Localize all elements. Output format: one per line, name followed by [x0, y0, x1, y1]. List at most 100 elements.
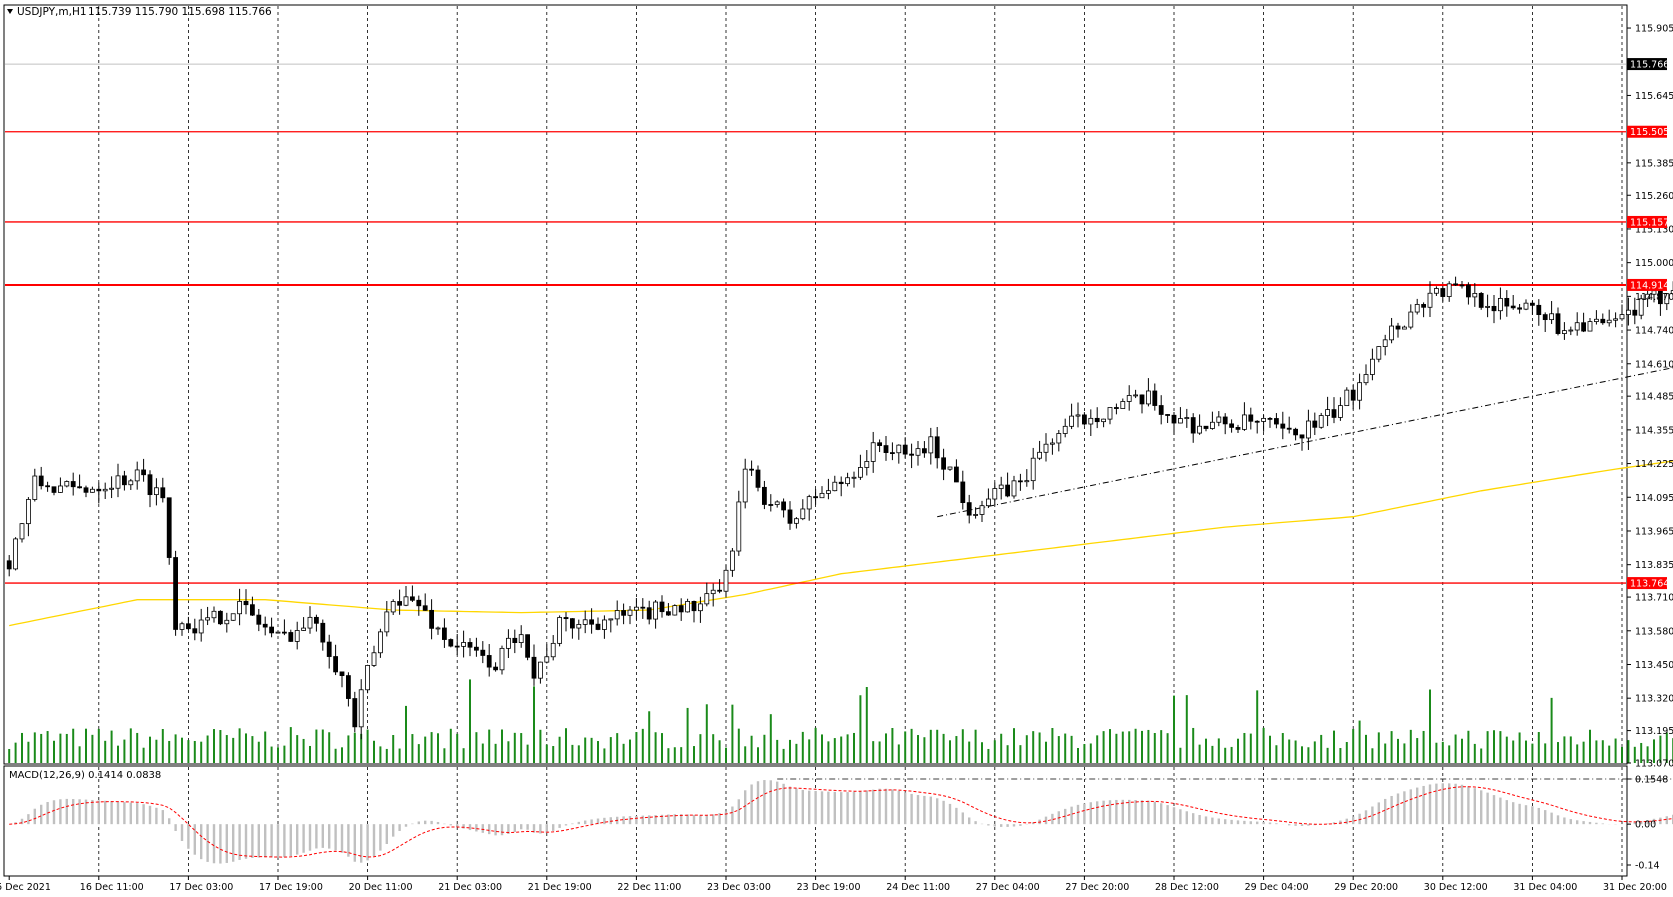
candle-body — [998, 484, 1004, 489]
collapse-triangle-icon[interactable] — [7, 9, 13, 14]
candle-body — [755, 469, 761, 488]
price-tick-label: 115.645 — [1635, 91, 1673, 102]
candle-body — [173, 557, 179, 630]
candle-body — [1082, 414, 1087, 425]
candle-body — [659, 601, 665, 613]
candle-body — [915, 448, 921, 456]
candle-body — [909, 453, 914, 456]
candle-body — [698, 603, 703, 612]
candle-body — [25, 499, 31, 525]
candle-body — [819, 492, 825, 499]
time-tick-label: 31 Dec 04:00 — [1513, 882, 1577, 893]
level-price-tag[interactable] — [1627, 577, 1667, 590]
time-tick-label: 17 Dec 19:00 — [259, 882, 323, 893]
candle-body — [307, 616, 313, 629]
candle-body — [1005, 484, 1010, 497]
candle-body — [1094, 417, 1100, 423]
candle-body — [1101, 418, 1106, 423]
price-tick-label: 114.485 — [1635, 392, 1673, 403]
candle-body — [602, 619, 607, 630]
candle-body — [1018, 480, 1023, 483]
candle-body — [902, 444, 908, 455]
price-tick-label: 113.710 — [1635, 593, 1673, 604]
candle-body — [1510, 305, 1516, 309]
candle-body — [1382, 339, 1388, 347]
time-tick-label: 27 Dec 20:00 — [1065, 882, 1129, 893]
candle-body — [1139, 394, 1145, 405]
moving-average-line — [9, 460, 1673, 627]
candle-body — [1389, 325, 1394, 341]
candle-body — [448, 639, 454, 647]
candle-body — [717, 589, 722, 592]
candle-body — [365, 665, 371, 691]
candle-body — [1261, 417, 1266, 422]
candle-body — [1632, 309, 1638, 316]
price-tick-label: 115.385 — [1635, 158, 1673, 169]
candle-body — [1158, 405, 1164, 415]
candle-body — [1120, 401, 1126, 409]
candle-body — [435, 627, 441, 630]
candle-body — [1197, 425, 1202, 434]
candle-body — [1434, 288, 1439, 294]
level-price-tag[interactable] — [1627, 125, 1667, 138]
candle-body — [1107, 407, 1113, 420]
candle-body — [1606, 319, 1612, 324]
time-tick-label: 29 Dec 04:00 — [1245, 882, 1309, 893]
candle-body — [1357, 382, 1362, 401]
candle-body — [704, 593, 710, 605]
candle-body — [794, 518, 799, 524]
candle-body — [313, 616, 319, 624]
trendlines[interactable] — [937, 55, 1673, 518]
candle-body — [486, 655, 492, 668]
price-axis[interactable]: 0.1548 0.00 -0.14 115.905 115.645 115.385 115.… — [1627, 24, 1673, 872]
candle-body — [1517, 307, 1522, 310]
candle-body — [1466, 284, 1471, 298]
level-price-tag[interactable] — [1627, 278, 1667, 291]
candle-body — [1574, 322, 1580, 331]
candle-body — [1638, 298, 1644, 316]
candle-body — [570, 618, 575, 629]
macd-tick-label: 0.00 — [1635, 820, 1656, 831]
time-axis[interactable]: 15 Dec 2021 16 Dec 11:00 17 Dec 03:00 17 De… — [0, 876, 1673, 893]
candle-body — [192, 628, 198, 634]
candle-body — [614, 610, 620, 620]
level-price-tag[interactable] — [1627, 215, 1667, 228]
candle-body — [550, 642, 556, 658]
candle-body — [1542, 314, 1548, 321]
candle-body — [45, 485, 50, 488]
candle-body — [288, 632, 294, 642]
candle-body — [1485, 305, 1490, 308]
time-tick-label: 23 Dec 19:00 — [797, 882, 861, 893]
candle-body — [960, 481, 966, 504]
candle-body — [339, 671, 345, 676]
candle-body — [38, 475, 44, 487]
price-tick-label: 113.835 — [1635, 560, 1673, 571]
candle-body — [512, 637, 518, 643]
ohlc-readout: 115.739 115.790 115.698 115.766 — [88, 6, 272, 18]
time-tick-label: 21 Dec 03:00 — [438, 882, 502, 893]
horizontal-levels[interactable] — [5, 131, 1626, 584]
candle-body — [1184, 417, 1190, 419]
trendline[interactable] — [937, 229, 1673, 518]
candle-body — [237, 600, 243, 615]
candle-body — [1280, 423, 1286, 429]
candle-body — [256, 614, 262, 625]
candle-body — [345, 675, 351, 699]
candle-body — [666, 611, 671, 616]
candle-body — [1395, 325, 1401, 330]
candle-body — [640, 606, 646, 609]
candle-body — [826, 490, 831, 494]
candle-body — [1126, 395, 1132, 402]
candle-body — [1613, 318, 1618, 321]
candle-body — [1376, 346, 1382, 360]
candle-body — [1446, 283, 1452, 297]
candle-body — [1350, 389, 1356, 401]
candle-body — [1414, 304, 1420, 313]
candle-body — [973, 514, 978, 516]
candle-body — [787, 509, 793, 524]
candle-body — [1286, 427, 1292, 430]
candle-body — [851, 476, 857, 479]
candlesticks — [6, 276, 1673, 740]
